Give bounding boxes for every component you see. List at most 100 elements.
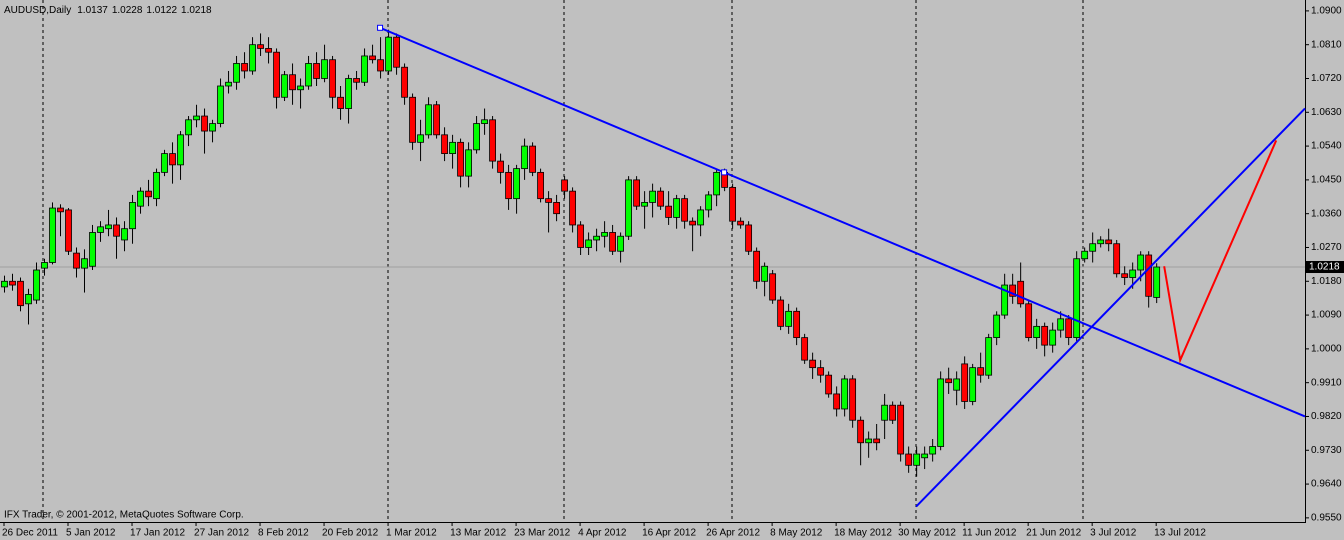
y-tick-label: 1.0540 (1311, 141, 1342, 152)
symbol: AUDUSD,Daily (4, 5, 71, 16)
bull-candle (521, 145, 528, 170)
y-tick-label: 1.0360 (1311, 208, 1342, 219)
bear-candle (769, 273, 777, 301)
bull-candle (153, 171, 160, 200)
bull-candle (1001, 284, 1009, 316)
x-tick-label: 1 Mar 2012 (386, 528, 437, 539)
bear-candle (873, 438, 881, 444)
bear-candle (265, 48, 272, 53)
bear-candle (905, 453, 913, 466)
bear-candle (313, 63, 320, 79)
bear-candle (977, 367, 985, 376)
bear-candle (65, 209, 72, 252)
bull-candle (1097, 239, 1105, 245)
x-tick-label: 16 Apr 2012 (642, 528, 696, 539)
bear-candle (353, 78, 360, 83)
trendline-extension (1267, 107, 1306, 147)
bull-candle (953, 378, 961, 391)
bear-candle (793, 310, 801, 339)
x-tick-label: 30 May 2012 (898, 528, 956, 539)
bull-candle (305, 63, 312, 87)
bear-candle (569, 190, 576, 226)
bull-candle (673, 198, 681, 218)
bear-candle (577, 224, 584, 248)
trendline (379, 26, 725, 174)
bull-candle (761, 265, 769, 282)
y-tick-label: 0.9910 (1311, 377, 1342, 388)
bear-candle (1145, 254, 1153, 297)
bull-candle (33, 269, 40, 301)
bear-candle (393, 36, 400, 68)
x-tick-label: 13 Mar 2012 (450, 528, 507, 539)
bear-candle (961, 363, 969, 402)
bear-candle (897, 404, 905, 455)
bear-candle (1041, 325, 1049, 346)
bear-candle (57, 207, 64, 213)
bull-candle (641, 202, 648, 207)
bull-candle (385, 36, 392, 72)
bear-candle (817, 367, 825, 376)
bull-candle (1033, 325, 1041, 339)
bull-candle (881, 404, 889, 421)
bull-candle (481, 119, 488, 124)
bull-candle (249, 44, 256, 72)
bull-candle (105, 224, 112, 230)
bear-candle (337, 96, 344, 109)
bull-candle (841, 378, 849, 410)
bull-candle (449, 141, 456, 154)
bear-candle (497, 160, 504, 173)
bear-candle (889, 404, 897, 421)
bull-candle (321, 59, 328, 79)
anchor (377, 24, 384, 31)
x-tick-label: 5 Jan 2012 (66, 528, 116, 539)
bear-candle (753, 250, 761, 282)
bear-candle (745, 224, 753, 252)
x-tick-label: 13 Jul 2012 (1154, 528, 1206, 539)
x-tick-label: 17 Jan 2012 (130, 528, 185, 539)
bull-candle (1057, 318, 1065, 331)
y-tick-label: 1.0180 (1311, 276, 1342, 287)
bull-candle (1073, 258, 1081, 339)
trendline-extension (723, 171, 1306, 418)
bear-candle (825, 374, 833, 395)
bull-candle (465, 149, 472, 177)
bear-candle (1025, 303, 1033, 339)
bull-candle (209, 123, 216, 132)
bear-candle (1009, 284, 1017, 297)
bear-candle (505, 171, 512, 200)
bull-candle (473, 123, 480, 151)
bull-candle (177, 134, 184, 166)
bear-candle (273, 51, 280, 98)
bull-candle (937, 378, 945, 447)
bear-candle (545, 198, 552, 203)
bear-candle (529, 145, 536, 173)
bear-candle (689, 220, 697, 226)
close: 1.0218 (181, 5, 212, 16)
x-tick-label: 20 Feb 2012 (322, 528, 379, 539)
x-tick-label: 3 Jul 2012 (1090, 528, 1137, 539)
bull-candle (233, 63, 240, 83)
bear-candle (17, 280, 24, 307)
bear-candle (369, 55, 376, 61)
bear-candle (1105, 239, 1113, 245)
bear-candle (257, 44, 264, 49)
low: 1.0122 (146, 5, 177, 16)
x-tick-label: 27 Jan 2012 (194, 528, 249, 539)
bull-candle (705, 194, 713, 211)
open: 1.0137 (77, 5, 108, 16)
bear-candle (1121, 273, 1129, 278)
bull-candle (921, 453, 929, 459)
bear-candle (457, 141, 464, 177)
bear-candle (833, 393, 841, 410)
bear-candle (409, 96, 416, 143)
bull-candle (1129, 269, 1137, 278)
x-tick-label: 18 May 2012 (834, 528, 892, 539)
bear-candle (241, 63, 248, 72)
bull-candle (649, 190, 656, 203)
bear-candle (737, 220, 745, 226)
x-tick-label: 4 Apr 2012 (578, 528, 627, 539)
bear-candle (1113, 243, 1121, 275)
bear-candle (113, 224, 120, 237)
y-tick-label: 0.9550 (1311, 513, 1342, 524)
